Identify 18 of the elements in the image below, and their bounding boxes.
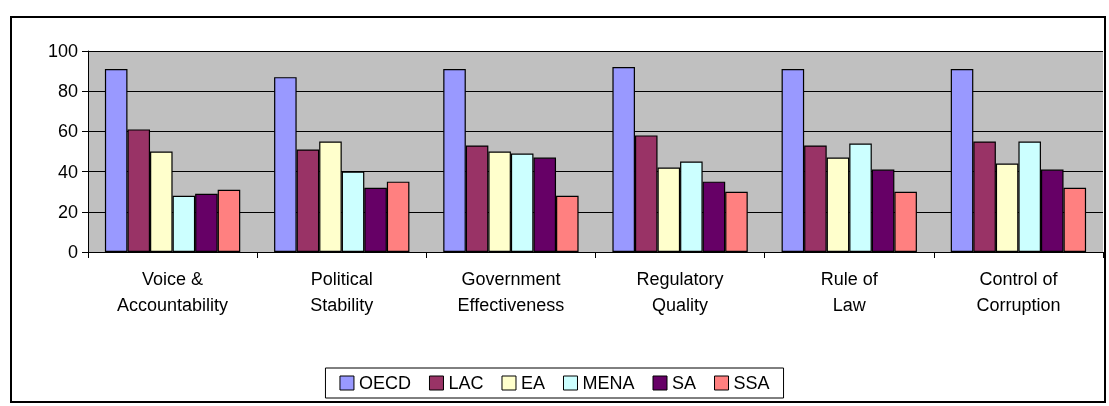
legend-label: SA [672,373,697,393]
x-tick-label: Control of Corruption [976,269,1061,315]
y-tick-label: 80 [57,81,78,102]
legend-label: SSA [733,373,770,393]
y-tick-label: 60 [57,121,78,142]
x-tick-label: Rule of Law [820,269,879,315]
legend-label: EA [520,373,545,393]
y-tick-label: 20 [57,201,78,222]
legend-label: MENA [582,373,635,393]
x-tick-label: Government Effectiveness [457,269,565,315]
y-tick-label: 40 [57,161,78,182]
legend-label: OECD [358,373,411,393]
legend-label: LAC [448,373,484,393]
y-tick-label: 100 [47,41,78,61]
x-tick-label: Regulatory Quality [636,269,724,315]
x-tick-label: Political Stability [310,269,374,315]
x-tick-label: Voice & Accountability [117,269,229,315]
y-tick-label: 0 [67,242,78,262]
